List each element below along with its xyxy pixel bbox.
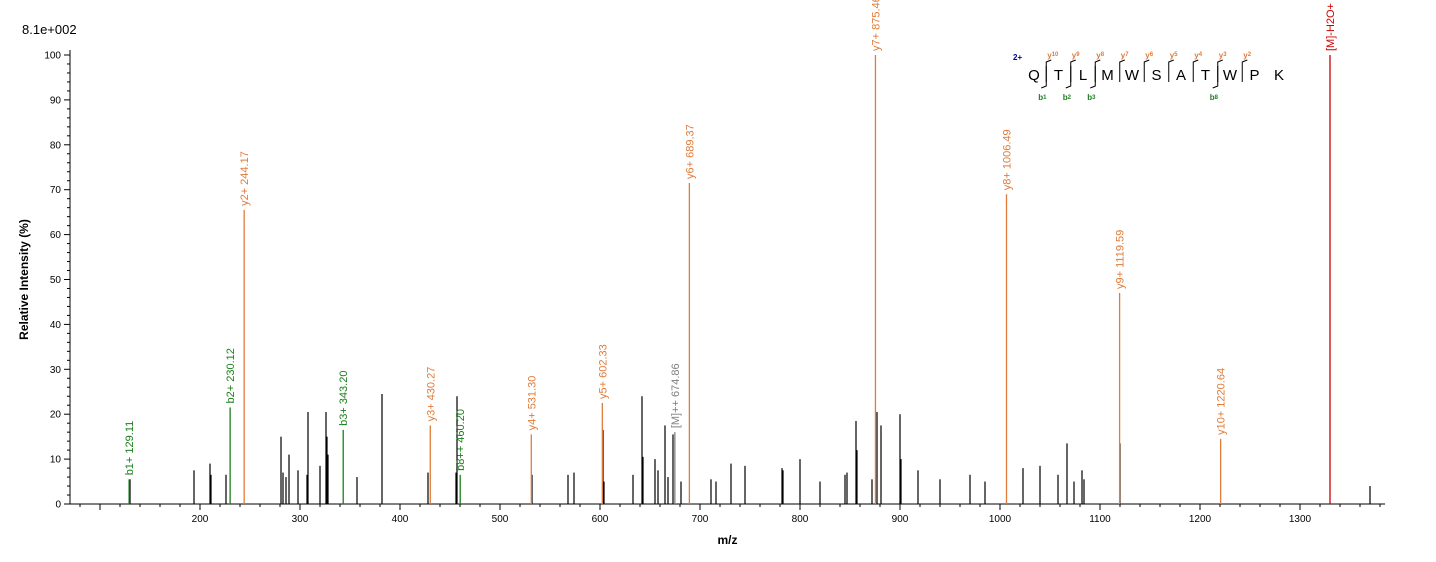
peak-label: y5+ 602.33 bbox=[597, 344, 609, 399]
x-tick-label: 1000 bbox=[989, 514, 1012, 525]
y-fragment-label: y4 bbox=[1194, 51, 1202, 60]
y-tick-label: 70 bbox=[50, 185, 62, 196]
y-tick-label: 10 bbox=[50, 455, 62, 466]
y-tick-label: 60 bbox=[50, 230, 62, 241]
x-tick-label: 600 bbox=[592, 514, 609, 525]
y-fragment-marker bbox=[1168, 59, 1174, 82]
peak-label: [M]-H2O+ bbox=[1325, 3, 1337, 51]
sequence-residue: W bbox=[1125, 67, 1140, 84]
sequence-residue: M bbox=[1101, 67, 1114, 84]
y-fragment-label: y6 bbox=[1145, 51, 1153, 60]
sequence-residue: P bbox=[1249, 67, 1259, 84]
peak-label: y6+ 689.37 bbox=[684, 124, 696, 179]
x-tick-label: 500 bbox=[492, 514, 509, 525]
y-fragment-marker bbox=[1119, 59, 1125, 82]
y-fragment-label: y5 bbox=[1170, 51, 1178, 60]
peak-label: y2+ 244.17 bbox=[239, 151, 251, 206]
y-tick-label: 0 bbox=[55, 500, 61, 511]
y-tick-label: 30 bbox=[50, 365, 62, 376]
y-fragment-marker bbox=[1045, 59, 1052, 82]
sequence-residue: Q bbox=[1028, 67, 1040, 84]
peak-label: b1+ 129.11 bbox=[124, 421, 136, 476]
peak-label: b2+ 230.12 bbox=[225, 348, 237, 403]
x-tick-label: 800 bbox=[792, 514, 809, 525]
x-tick-label: 300 bbox=[292, 514, 309, 525]
sequence-residue: T bbox=[1054, 67, 1063, 84]
peak-label: y3+ 430.27 bbox=[425, 367, 437, 422]
sequence-residue: T bbox=[1201, 67, 1210, 84]
b-fragment-marker bbox=[1212, 66, 1219, 89]
b-fragment-marker bbox=[1065, 66, 1072, 89]
x-tick-label: 200 bbox=[192, 514, 209, 525]
sequence-residue: L bbox=[1079, 67, 1087, 84]
x-tick-label: 1300 bbox=[1289, 514, 1312, 525]
y-fragment-label: y8 bbox=[1096, 51, 1104, 60]
y-tick-label: 90 bbox=[50, 95, 62, 106]
sequence-residue: A bbox=[1176, 67, 1186, 84]
peak-label: y7+ 875.46 bbox=[870, 0, 882, 51]
y-fragment-marker bbox=[1241, 59, 1248, 82]
x-axis-title: m/z bbox=[717, 533, 737, 547]
peak-label: y8+ 1006.49 bbox=[1001, 129, 1013, 190]
y-fragment-label: y7 bbox=[1121, 51, 1129, 60]
peak-label: y10+ 1220.64 bbox=[1216, 368, 1228, 435]
x-tick-label: 1100 bbox=[1089, 514, 1111, 525]
x-tick-label: 1200 bbox=[1189, 514, 1212, 525]
y-axis-title: Relative Intensity (%) bbox=[17, 219, 31, 340]
x-tick-label: 900 bbox=[892, 514, 909, 525]
y-fragment-marker bbox=[1094, 59, 1101, 82]
sequence-residue: W bbox=[1223, 67, 1238, 84]
intensity-scale-label: 8.1e+002 bbox=[22, 22, 77, 37]
b-fragment-marker bbox=[1041, 66, 1047, 89]
y-tick-label: 20 bbox=[50, 410, 62, 421]
b-fragment-label: b8 bbox=[1210, 93, 1219, 102]
peaks bbox=[128, 55, 1371, 504]
peak-labels: b1+ 129.11 b2+ 230.12 y2+ 244.17 b3+ 343.20… bbox=[124, 0, 1337, 475]
y-fragment-label: y3 bbox=[1219, 51, 1227, 60]
y-fragment-label: y10 bbox=[1047, 51, 1059, 60]
charge-state: 2+ bbox=[1013, 53, 1022, 62]
x-tick-label: 400 bbox=[392, 514, 409, 525]
y-fragment-label: y2 bbox=[1243, 51, 1251, 60]
y-fragment-marker bbox=[1143, 59, 1150, 82]
peak-label: y4+ 531.30 bbox=[526, 376, 538, 431]
y-tick-label: 80 bbox=[50, 140, 62, 151]
x-tick-label: 700 bbox=[692, 514, 709, 525]
y-fragment-label: y9 bbox=[1072, 51, 1080, 60]
b-fragment-label: b3 bbox=[1087, 93, 1096, 102]
y-fragment-marker bbox=[1070, 59, 1076, 82]
b-fragment-label: b2 bbox=[1063, 93, 1072, 102]
peak-label: b3+ 343.20 bbox=[338, 371, 350, 426]
y-tick-label: 40 bbox=[50, 320, 62, 331]
sequence-residue: S bbox=[1151, 67, 1161, 84]
peak-label: b8++ 460.20 bbox=[455, 409, 467, 471]
y-tick-label: 50 bbox=[50, 275, 62, 286]
y-fragment-marker bbox=[1192, 59, 1199, 82]
sequence-residue: K bbox=[1274, 67, 1284, 84]
axes: 200 300 400 500 600 700 800 900 1000 1100 1200 1300… bbox=[17, 50, 1385, 547]
b-fragment-label: b1 bbox=[1038, 93, 1047, 102]
peak-label: y9+ 1119.59 bbox=[1115, 230, 1127, 289]
y-tick-label: 100 bbox=[44, 51, 61, 62]
peak-label: [M]++ 674.86 bbox=[670, 363, 682, 428]
b-fragment-marker bbox=[1090, 66, 1096, 89]
